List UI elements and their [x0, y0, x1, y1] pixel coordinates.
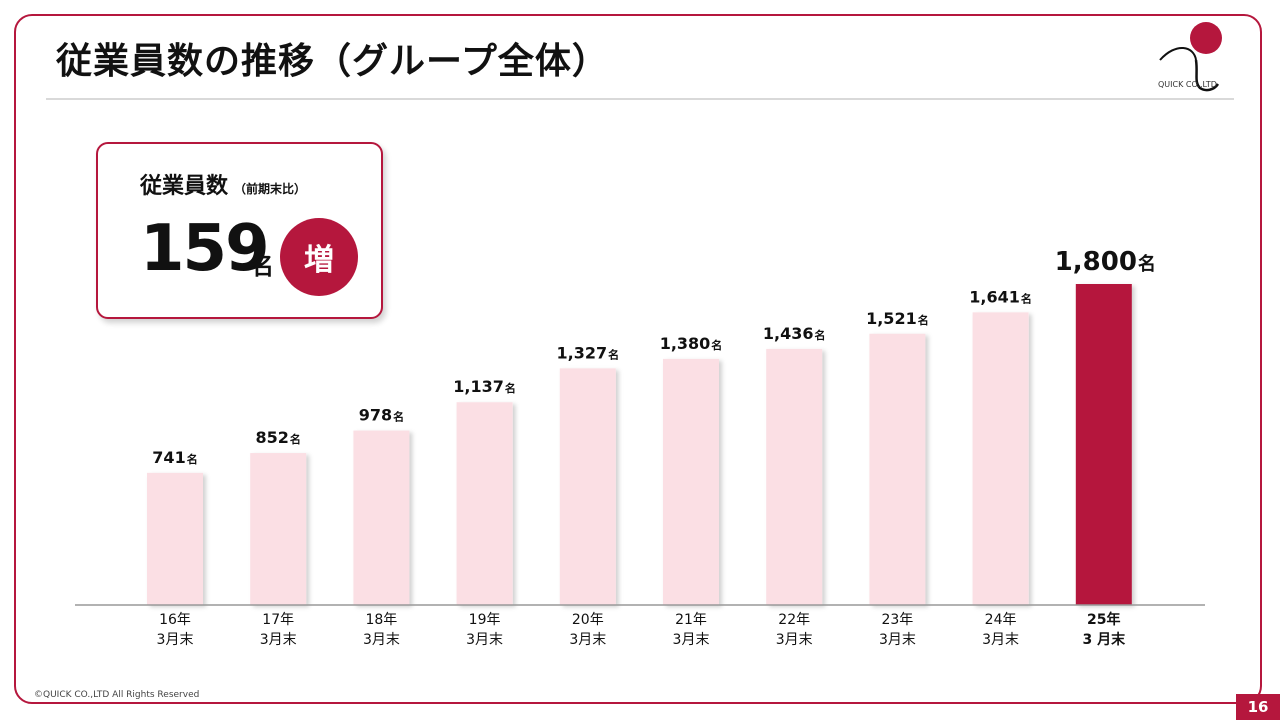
- x-tick-label-4-0: 20年: [572, 612, 604, 628]
- summary-sublabel: （前期末比）: [234, 182, 307, 196]
- data-label-5: 1,380: [660, 334, 711, 353]
- x-tick-label-9-0: 25年: [1087, 611, 1120, 628]
- x-tick-label-8-0: 24年: [985, 612, 1017, 628]
- data-label-unit-9: 名: [1138, 253, 1156, 275]
- title-divider: [46, 98, 1234, 100]
- logo-text: QUICK CO.,LTD: [1158, 80, 1217, 89]
- x-tick-label-2-1: 3月末: [363, 632, 400, 648]
- summary-label-text: 従業員数: [140, 174, 229, 199]
- x-tick-label-0-1: 3月末: [157, 632, 194, 648]
- x-tick-label-1-1: 3月末: [260, 632, 297, 648]
- data-label-6: 1,436: [763, 324, 814, 343]
- bar-4: [559, 368, 616, 605]
- data-label-0: 741: [152, 448, 185, 467]
- data-label-unit-6: 名: [815, 328, 826, 342]
- bar-8: [972, 312, 1029, 605]
- summary-value: 159: [140, 212, 270, 286]
- x-tick-label-6-0: 22年: [778, 612, 810, 628]
- data-label-unit-5: 名: [711, 338, 722, 352]
- x-tick-label-1-0: 17年: [262, 612, 294, 628]
- data-label-9: 1,800: [1055, 247, 1137, 277]
- bar-1: [250, 453, 307, 605]
- summary-label: 従業員数 （前期末比）: [140, 168, 306, 200]
- bar-6: [766, 348, 823, 605]
- bar-2: [353, 430, 410, 605]
- bar-7: [869, 333, 926, 605]
- x-tick-label-2-0: 18年: [365, 612, 397, 628]
- x-tick-label-3-0: 19年: [469, 612, 501, 628]
- x-tick-label-5-0: 21年: [675, 612, 707, 628]
- bar-0: [147, 472, 203, 605]
- x-tick-label-4-1: 3月末: [569, 632, 606, 648]
- x-tick-label-3-1: 3月末: [466, 632, 503, 648]
- bar-9: [1075, 284, 1132, 605]
- data-label-unit-2: 名: [393, 410, 404, 424]
- data-label-1: 852: [255, 428, 288, 447]
- summary-card: 従業員数 （前期末比） 159 名 増: [96, 142, 383, 319]
- data-label-unit-3: 名: [505, 381, 516, 395]
- bar-5: [663, 358, 719, 605]
- x-tick-label-5-1: 3月末: [673, 632, 710, 648]
- data-label-unit-1: 名: [290, 432, 301, 446]
- x-tick-label-7-1: 3月末: [879, 632, 916, 648]
- data-label-2: 978: [359, 406, 392, 425]
- copyright-text: ©QUICK CO.,LTD All Rights Reserved: [34, 690, 200, 700]
- data-label-8: 1,641: [969, 287, 1020, 306]
- summary-unit: 名: [250, 252, 274, 280]
- x-tick-label-0-0: 16年: [159, 612, 191, 628]
- data-label-unit-4: 名: [608, 347, 619, 361]
- bar-3: [456, 402, 513, 605]
- increase-badge: 増: [280, 218, 358, 296]
- data-label-unit-0: 名: [187, 452, 198, 466]
- x-tick-label-7-0: 23年: [881, 612, 913, 628]
- slide-frame: [14, 14, 1262, 704]
- x-tick-label-9-1: 3 月末: [1082, 631, 1126, 648]
- data-label-3: 1,137: [453, 377, 504, 396]
- page-title: 従業員数の推移（グループ全体）: [56, 41, 609, 82]
- data-label-7: 1,521: [866, 309, 917, 328]
- data-label-4: 1,327: [556, 343, 607, 362]
- x-tick-label-6-1: 3月末: [776, 632, 813, 648]
- x-tick-label-8-1: 3月末: [982, 632, 1019, 648]
- data-label-unit-7: 名: [918, 313, 929, 327]
- data-label-unit-8: 名: [1021, 291, 1032, 305]
- company-logo-icon: [1159, 22, 1222, 92]
- page-number: 16: [1236, 694, 1280, 720]
